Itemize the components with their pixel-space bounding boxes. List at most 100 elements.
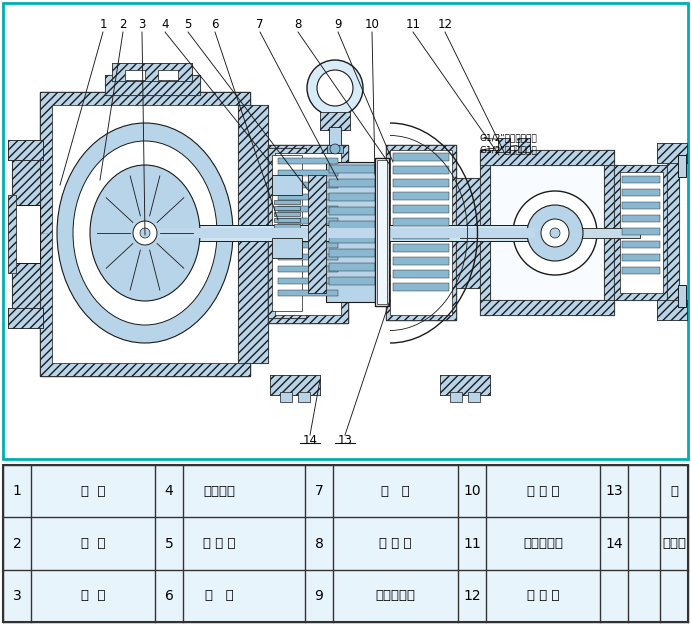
Bar (270, 375, 320, 395)
Text: 9: 9 (314, 589, 323, 603)
Circle shape (307, 60, 363, 116)
Bar (12, 205, 40, 263)
Text: 止 推 环: 止 推 环 (202, 537, 235, 550)
Ellipse shape (57, 123, 233, 343)
Bar (8, 195, 16, 273)
Bar (468, 392, 480, 402)
Bar (678, 285, 686, 307)
Bar (270, 375, 320, 395)
Bar (8, 195, 16, 273)
Ellipse shape (90, 165, 200, 301)
Bar (498, 138, 510, 152)
Bar (329, 235, 375, 243)
Text: 3: 3 (12, 589, 21, 603)
Circle shape (550, 228, 560, 238)
Bar (622, 267, 660, 274)
Bar (155, 225, 535, 241)
Bar (622, 228, 660, 235)
Bar (112, 63, 192, 81)
Bar (393, 231, 449, 239)
Bar (329, 207, 375, 215)
Bar (657, 143, 687, 163)
Circle shape (317, 70, 353, 106)
Circle shape (541, 219, 569, 247)
Text: 冷 却 箱: 冷 却 箱 (527, 589, 559, 602)
Text: 6: 6 (164, 589, 173, 603)
Bar (329, 221, 375, 229)
Text: 2: 2 (12, 536, 21, 551)
Bar (155, 228, 535, 238)
Bar (329, 193, 375, 201)
Bar (329, 165, 375, 173)
Circle shape (133, 221, 157, 245)
Bar (440, 375, 490, 395)
Bar (274, 218, 300, 222)
Bar (393, 244, 449, 252)
Circle shape (330, 144, 340, 154)
Bar (40, 92, 250, 376)
Ellipse shape (73, 141, 217, 325)
Bar (604, 150, 614, 315)
Bar (275, 153, 341, 315)
Bar (393, 270, 449, 278)
Bar (393, 192, 449, 200)
Bar (393, 205, 449, 213)
Bar (657, 300, 687, 320)
Bar (278, 218, 338, 224)
Text: 13: 13 (605, 484, 623, 498)
Circle shape (527, 205, 583, 261)
Bar (105, 75, 200, 95)
Text: 联接架: 联接架 (662, 537, 686, 550)
Text: G1/2"冷却出水接管: G1/2"冷却出水接管 (480, 134, 538, 142)
Bar (480, 150, 614, 165)
Text: 4: 4 (164, 484, 173, 498)
Bar (280, 392, 292, 402)
Bar (622, 189, 660, 196)
Text: 5: 5 (184, 19, 191, 31)
Text: 1: 1 (100, 19, 106, 31)
Bar (8, 308, 43, 328)
Bar (268, 148, 306, 318)
Text: 轴 承 体: 轴 承 体 (379, 537, 411, 550)
Bar (490, 165, 604, 300)
Bar (386, 145, 456, 320)
Bar (480, 150, 614, 165)
Bar (274, 200, 300, 204)
Bar (622, 241, 660, 248)
Text: 7: 7 (314, 484, 323, 498)
Bar (329, 263, 375, 271)
Text: 轴: 轴 (670, 484, 678, 498)
Bar (308, 175, 326, 293)
Bar (4, 466, 687, 517)
Bar (4, 570, 687, 621)
Text: 轴   承: 轴 承 (205, 589, 234, 602)
Bar (622, 215, 660, 222)
Bar (268, 145, 348, 323)
Text: 3: 3 (138, 19, 146, 31)
Bar (278, 158, 338, 164)
Text: 13: 13 (338, 434, 352, 446)
Bar (456, 178, 481, 288)
Text: 7: 7 (256, 19, 264, 31)
Bar (278, 278, 338, 284)
Bar (268, 148, 306, 318)
Bar (238, 105, 268, 363)
Bar (450, 392, 462, 402)
Bar (620, 172, 663, 293)
Bar (614, 165, 669, 300)
Bar (393, 166, 449, 174)
Bar (622, 202, 660, 209)
Text: 后密封环: 后密封环 (203, 484, 235, 498)
Bar (298, 392, 310, 402)
Bar (8, 308, 43, 328)
Bar (326, 162, 378, 302)
Text: 10: 10 (365, 19, 379, 31)
Bar (268, 145, 348, 323)
Bar (274, 206, 300, 210)
Text: 6: 6 (211, 19, 219, 31)
Bar (272, 155, 302, 311)
Bar (667, 152, 679, 312)
Bar (52, 105, 239, 363)
Text: 11: 11 (463, 536, 481, 551)
Bar (272, 175, 302, 195)
